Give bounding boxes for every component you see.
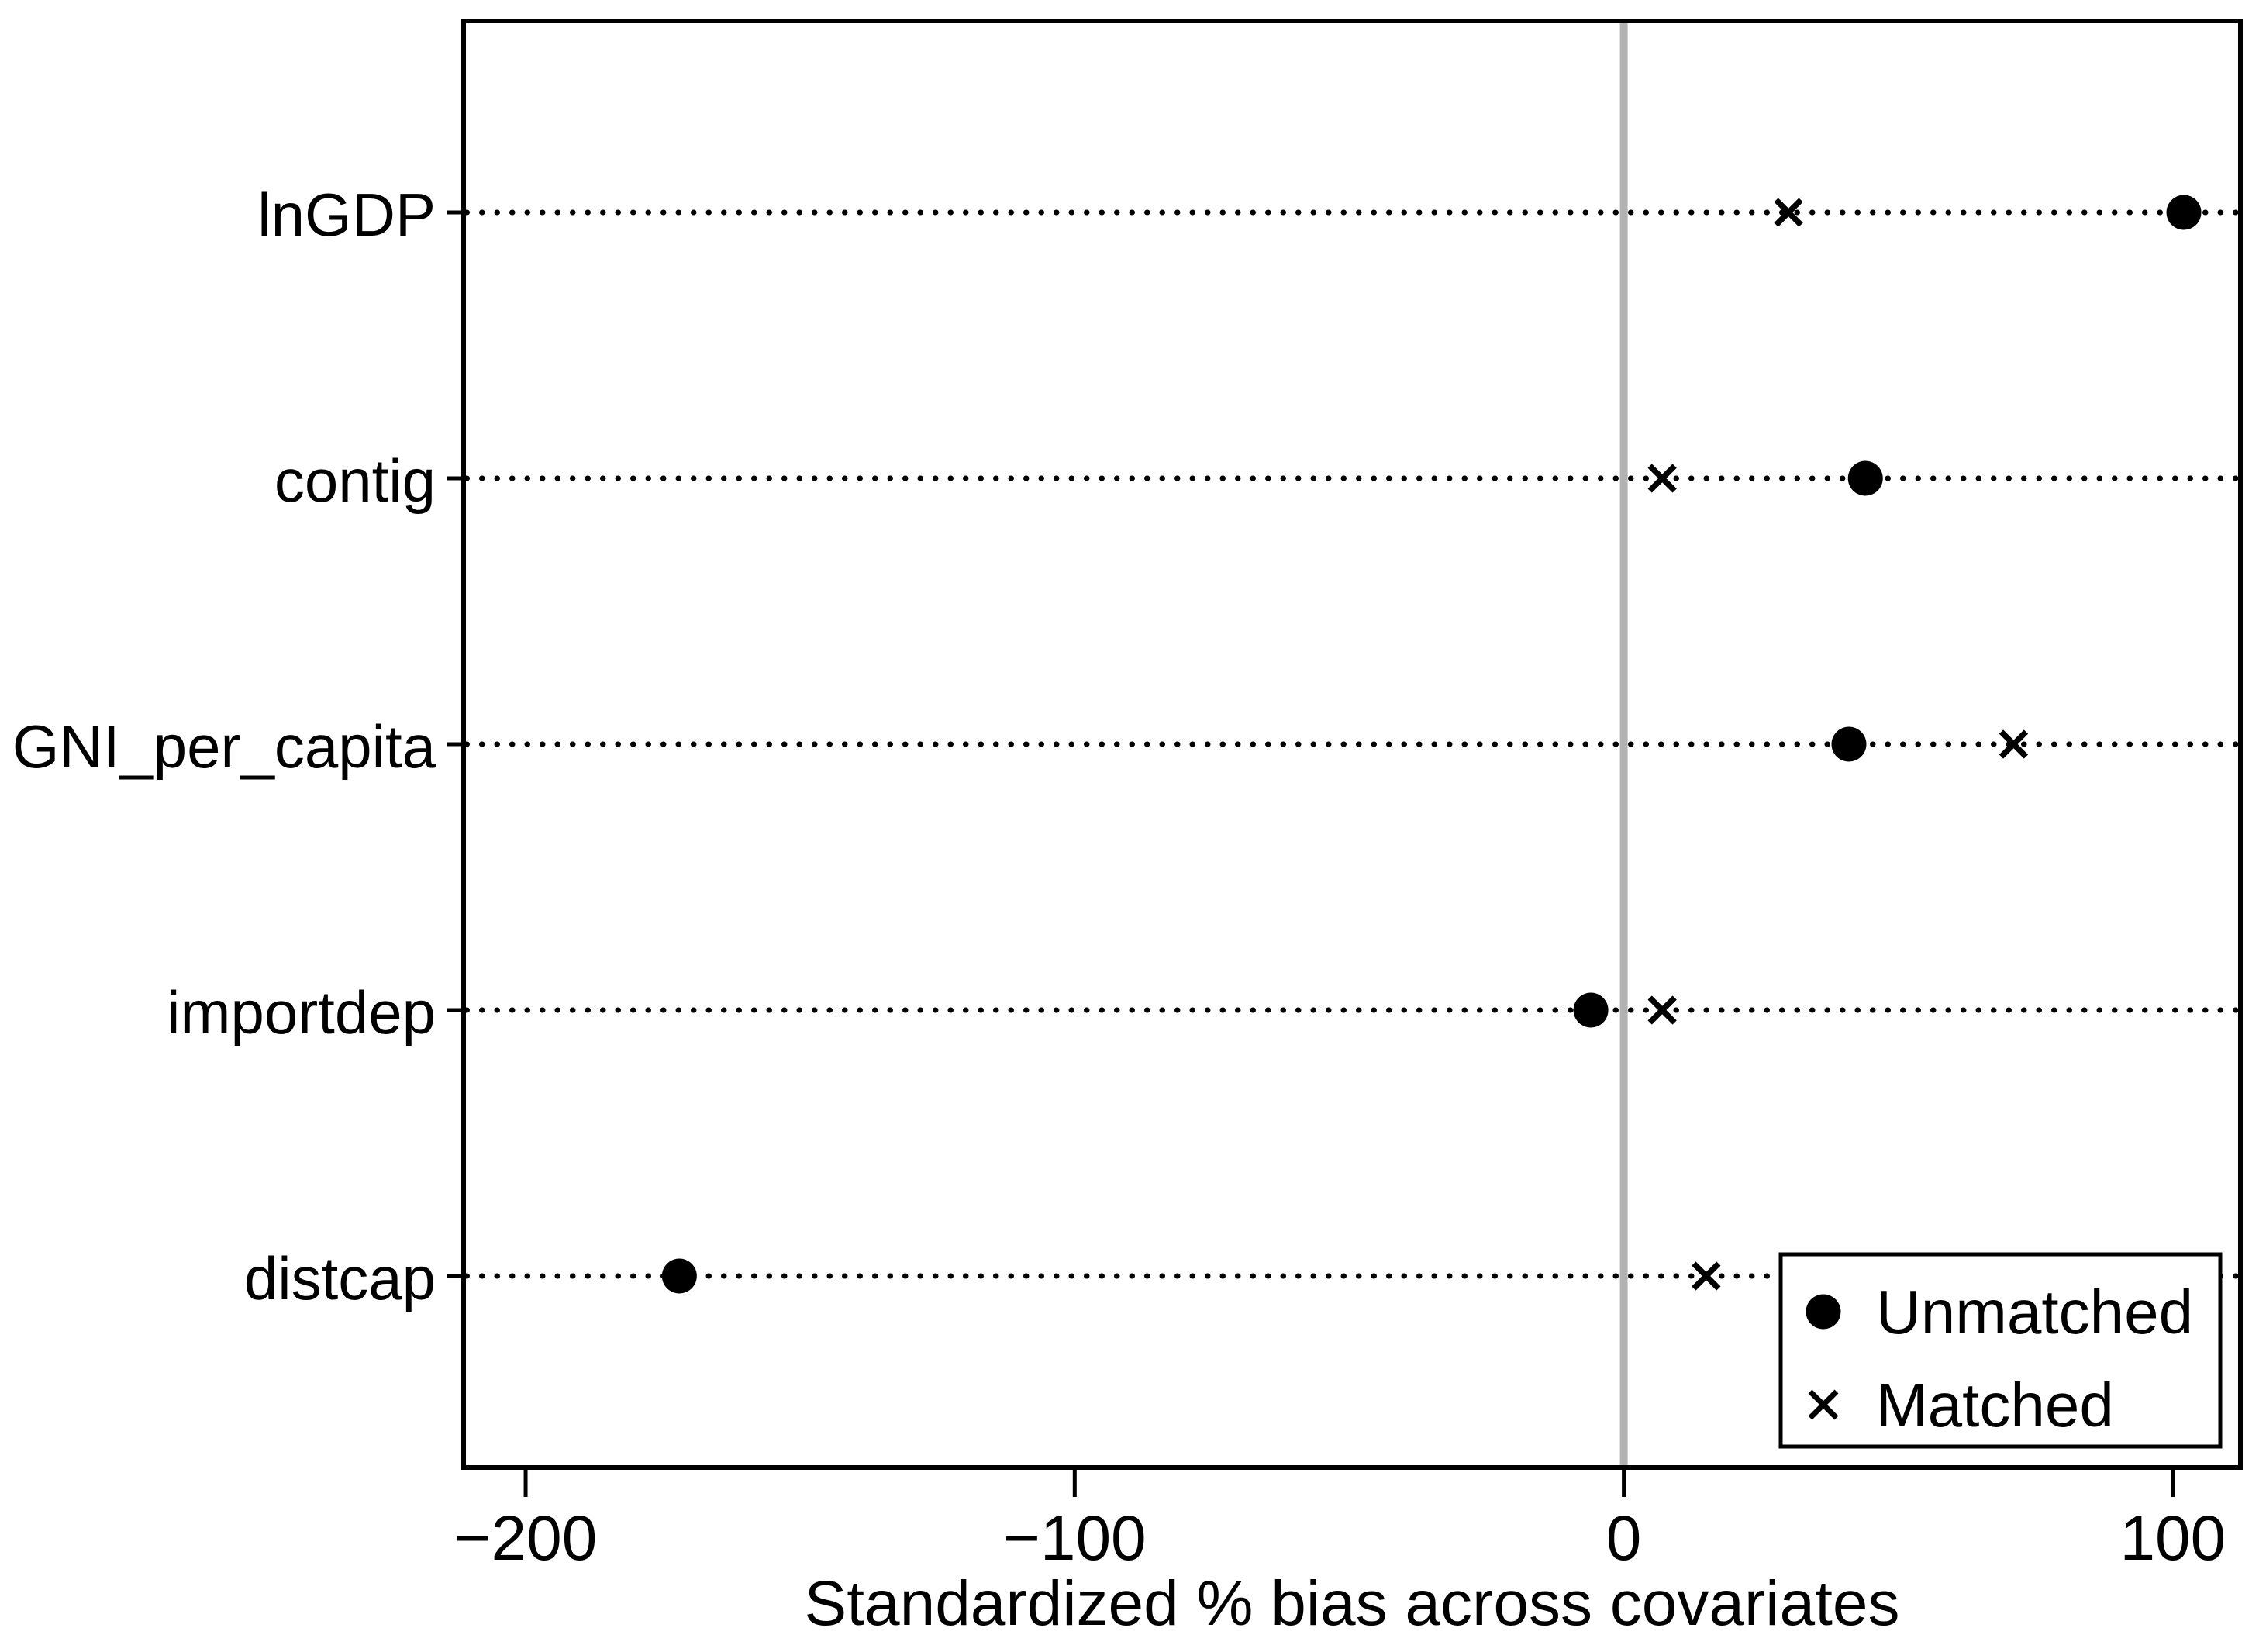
legend: Unmatched Matched <box>1778 1252 2223 1449</box>
axis-layer: lnGDP contig GNI_per_capita importdep distca… <box>12 181 2226 1574</box>
category-label: distcap <box>244 1244 436 1312</box>
marker-unmatched <box>1573 992 1609 1028</box>
legend-matched-x-icon <box>1808 1389 1839 1420</box>
marker-matched <box>1999 729 2029 759</box>
marker-unmatched <box>2166 195 2202 230</box>
legend-matched-label: Matched <box>1876 1371 2114 1440</box>
marker-unmatched <box>661 1258 697 1294</box>
x-tick-label: −100 <box>1003 1503 1147 1574</box>
marker-unmatched <box>1847 460 1883 496</box>
marker-matched <box>1647 464 1677 493</box>
marker-layer <box>661 195 2202 1294</box>
marker-matched <box>1692 1261 1721 1291</box>
x-axis-title: Standardized % bias across covariates <box>805 1568 1900 1639</box>
category-label: importdep <box>167 978 436 1047</box>
x-tick-label: 0 <box>1606 1503 1642 1574</box>
x-tick-label: 100 <box>2119 1503 2226 1574</box>
plot-border <box>461 19 2243 1470</box>
legend-unmatched-label: Unmatched <box>1876 1278 2193 1347</box>
category-label: GNI_per_capita <box>12 712 436 781</box>
marker-unmatched <box>1831 726 1867 762</box>
legend-box <box>1778 1252 2223 1449</box>
category-label: lnGDP <box>257 181 436 249</box>
marker-matched <box>1774 198 1803 227</box>
category-label: contig <box>274 447 436 515</box>
legend-unmatched-circle-icon <box>1806 1294 1841 1330</box>
x-tick-label: −200 <box>454 1503 598 1574</box>
marker-matched <box>1647 995 1677 1025</box>
grid-layer <box>464 209 2240 1279</box>
